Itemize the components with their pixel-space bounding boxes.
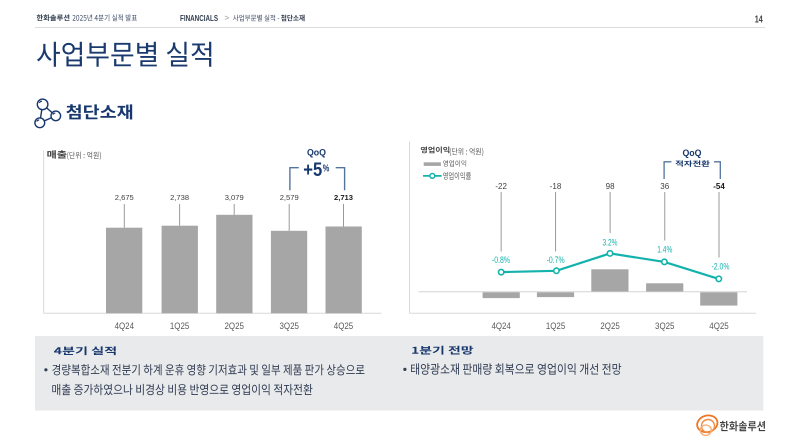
svg-text:>: > (225, 14, 230, 23)
svg-text:1Q25: 1Q25 (546, 320, 565, 331)
svg-text:4Q25: 4Q25 (709, 320, 728, 331)
svg-text:3,079: 3,079 (225, 193, 244, 202)
svg-text:4Q25: 4Q25 (334, 320, 353, 331)
svg-text:QoQ: QoQ (682, 148, 701, 158)
svg-text:FINANCIALS: FINANCIALS (180, 13, 218, 23)
svg-text:2,579: 2,579 (280, 193, 299, 202)
svg-text:-0.7%: -0.7% (547, 255, 565, 266)
svg-text:2,713: 2,713 (334, 193, 353, 202)
svg-text:98: 98 (606, 182, 615, 191)
svg-text:2Q25: 2Q25 (225, 320, 244, 331)
svg-text:-22: -22 (495, 182, 507, 191)
svg-text:-0.8%: -0.8% (492, 255, 510, 266)
svg-text:3Q25: 3Q25 (280, 320, 299, 331)
svg-text:2,738: 2,738 (170, 193, 189, 202)
svg-text:14: 14 (755, 14, 763, 25)
svg-text:-54: -54 (713, 182, 725, 191)
svg-text:2Q25: 2Q25 (600, 320, 619, 331)
svg-text:%: % (323, 164, 330, 175)
svg-text:1Q25: 1Q25 (170, 320, 189, 331)
svg-text:+5: +5 (303, 160, 322, 181)
svg-text:QoQ: QoQ (307, 148, 326, 158)
svg-text:3Q25: 3Q25 (655, 320, 674, 331)
svg-text:-2.0%: -2.0% (712, 261, 730, 272)
svg-text:4Q24: 4Q24 (491, 320, 510, 331)
svg-text:-18: -18 (550, 182, 562, 191)
svg-text:3.2%: 3.2% (603, 237, 618, 248)
svg-text:2,675: 2,675 (115, 193, 134, 202)
svg-text:36: 36 (660, 182, 669, 191)
svg-text:1.4%: 1.4% (657, 244, 672, 255)
svg-text:4Q24: 4Q24 (115, 320, 134, 331)
